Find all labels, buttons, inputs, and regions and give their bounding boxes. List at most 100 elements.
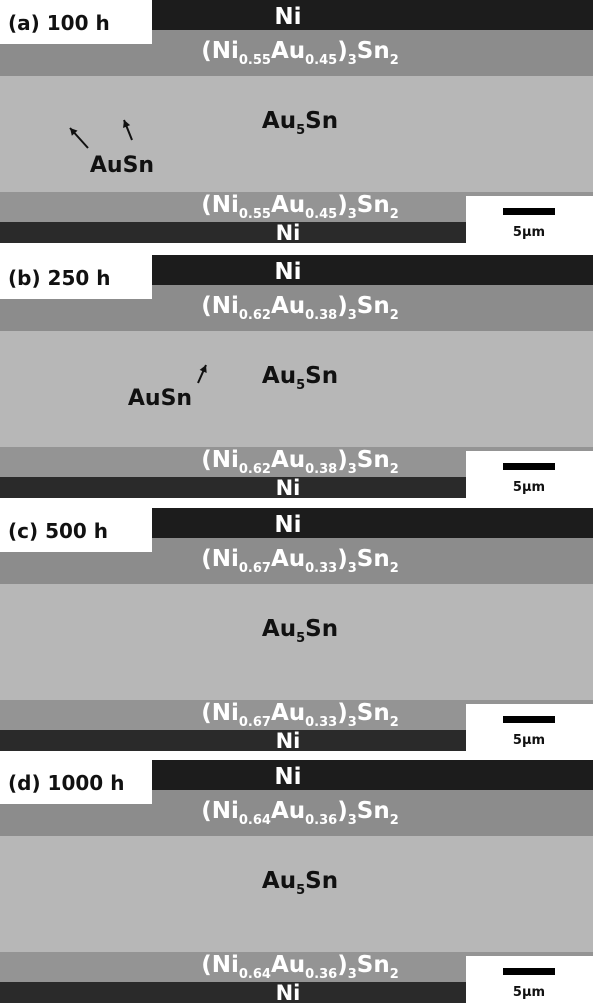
subscript: 0.36 (305, 967, 337, 982)
subscript: 0.64 (239, 813, 271, 828)
formula-part: Au (271, 293, 305, 319)
subscript: 5 (296, 378, 305, 393)
subscript: 2 (390, 967, 399, 982)
subscript: 0.64 (239, 967, 271, 982)
subscript: 3 (348, 308, 357, 323)
ni-label: Ni (276, 729, 301, 753)
formula-part: ) (337, 700, 348, 726)
formula-part: Au (271, 447, 305, 473)
ni-label: Ni (274, 259, 301, 285)
scale-label: 5µm (513, 985, 545, 1000)
formula-part: (Ni (201, 700, 239, 726)
ni-label: Ni (276, 981, 301, 1003)
scale-bar (503, 716, 555, 723)
scale-bar (503, 968, 555, 975)
formula-part: Au (271, 546, 305, 572)
subscript: 0.67 (239, 715, 271, 730)
subscript: 3 (348, 715, 357, 730)
formula-part: (Ni (201, 293, 239, 319)
formula-part: Au (271, 38, 305, 64)
formula-part: (Ni (201, 798, 239, 824)
subscript: 2 (390, 207, 399, 222)
scale-bar (503, 208, 555, 215)
ni-label: Ni (274, 4, 301, 30)
subscript: 0.67 (239, 561, 271, 576)
formula-part: Sn (357, 447, 390, 473)
subscript: 3 (348, 813, 357, 828)
panel-label: (c) 500 h (8, 519, 108, 543)
subscript: 3 (348, 53, 357, 68)
formula-part: Sn (357, 546, 390, 572)
imc-label: (Ni0.64Au0.36)3Sn2 (201, 798, 399, 828)
subscript: 0.55 (239, 207, 271, 222)
formula-part: ) (337, 546, 348, 572)
ni-label: Ni (274, 764, 301, 790)
subscript: 5 (296, 883, 305, 898)
formula-part: (Ni (201, 952, 239, 978)
panel-label: (d) 1000 h (8, 771, 124, 795)
subscript: 3 (348, 561, 357, 576)
formula-part: Au (262, 616, 296, 642)
subscript: 3 (348, 462, 357, 477)
formula-part: ) (337, 952, 348, 978)
formula-part: ) (337, 38, 348, 64)
ni-label: Ni (274, 512, 301, 538)
subscript: 0.33 (305, 561, 337, 576)
annotation: AuSn (128, 386, 192, 411)
ni-label: Ni (276, 221, 301, 245)
formula-part: Au (271, 700, 305, 726)
imc-label: (Ni0.67Au0.33)3Sn2 (201, 546, 399, 576)
subscript: 0.55 (239, 53, 271, 68)
imc-label: (Ni0.62Au0.38)3Sn2 (201, 447, 399, 477)
imc-label: (Ni0.67Au0.33)3Sn2 (201, 700, 399, 730)
figure: (a) 100 hNi(Ni0.55Au0.45)3Sn2Au5Sn(Ni0.5… (0, 0, 593, 1003)
subscript: 2 (390, 308, 399, 323)
formula-part: Sn (357, 952, 390, 978)
formula-part: (Ni (201, 546, 239, 572)
subscript: 0.62 (239, 462, 271, 477)
imc-label: (Ni0.55Au0.45)3Sn2 (201, 192, 399, 222)
formula-part: Sn (357, 38, 390, 64)
formula-part: Au (271, 798, 305, 824)
formula-part: Au (262, 868, 296, 894)
formula-part: ) (337, 192, 348, 218)
subscript: 2 (390, 462, 399, 477)
subscript: 2 (390, 715, 399, 730)
subscript: 0.38 (305, 462, 337, 477)
formula-part: Sn (305, 108, 338, 134)
panel-label: (b) 250 h (8, 266, 111, 290)
subscript: 5 (296, 123, 305, 138)
formula-part: Sn (357, 700, 390, 726)
formula-part: (Ni (201, 447, 239, 473)
ni-label: Ni (276, 476, 301, 500)
subscript: 0.45 (305, 53, 337, 68)
formula-part: ) (337, 293, 348, 319)
subscript: 5 (296, 631, 305, 646)
formula-part: ) (337, 798, 348, 824)
formula-part: Sn (357, 293, 390, 319)
scale-label: 5µm (513, 225, 545, 240)
formula-part: Sn (357, 798, 390, 824)
subscript: 0.62 (239, 308, 271, 323)
formula-part: ) (337, 447, 348, 473)
imc-label: (Ni0.55Au0.45)3Sn2 (201, 38, 399, 68)
subscript: 2 (390, 53, 399, 68)
formula-part: Au (271, 192, 305, 218)
formula-part: Au (262, 108, 296, 134)
annotation: AuSn (90, 153, 154, 178)
formula-part: Sn (305, 363, 338, 389)
panel-label: (a) 100 h (8, 11, 110, 35)
subscript: 3 (348, 967, 357, 982)
formula-part: Sn (305, 616, 338, 642)
subscript: 0.38 (305, 308, 337, 323)
imc-label: (Ni0.64Au0.36)3Sn2 (201, 952, 399, 982)
formula-part: Sn (305, 868, 338, 894)
scale-bar (503, 463, 555, 470)
imc-label: (Ni0.62Au0.38)3Sn2 (201, 293, 399, 323)
subscript: 0.33 (305, 715, 337, 730)
formula-part: Au (262, 363, 296, 389)
